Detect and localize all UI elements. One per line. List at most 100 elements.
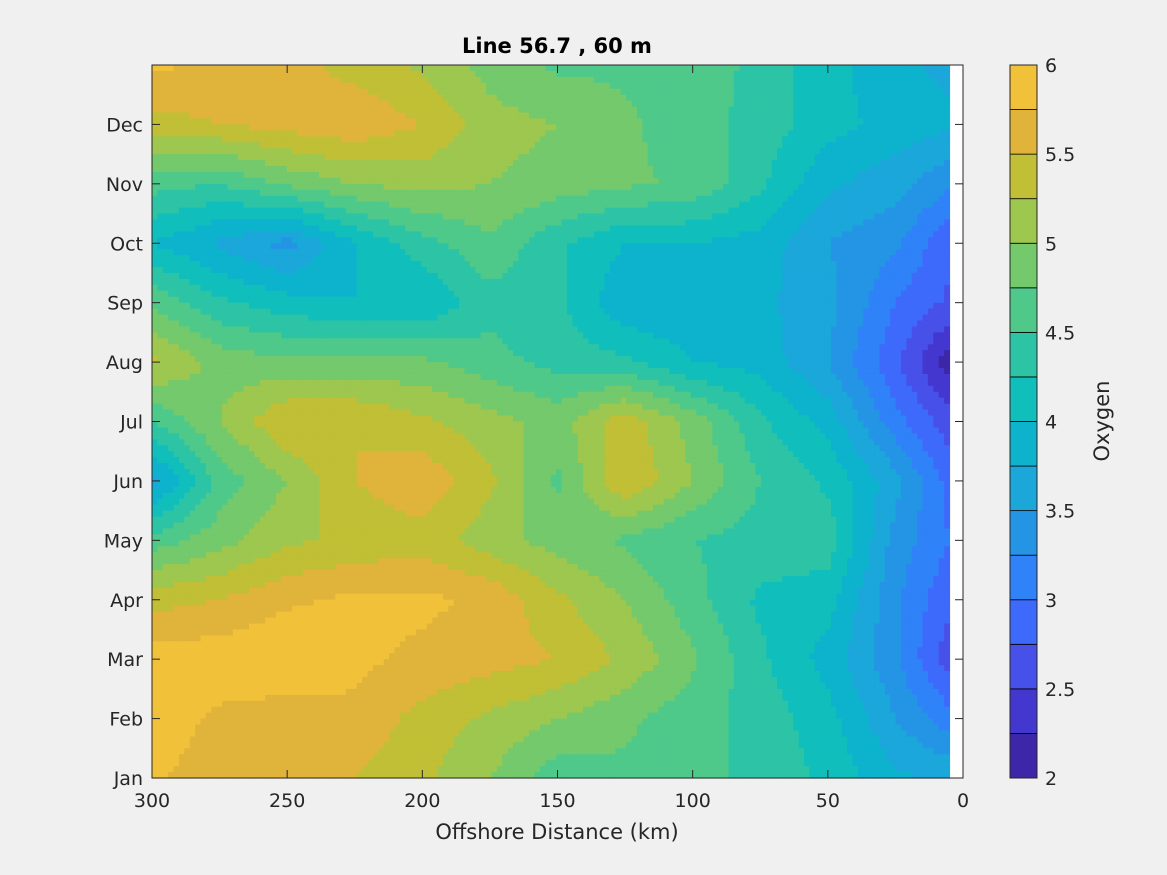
contour-cell xyxy=(825,231,832,238)
contour-cell xyxy=(830,160,837,167)
contour-cell xyxy=(442,160,449,167)
contour-cell xyxy=(475,106,482,114)
contour-cell xyxy=(760,171,767,179)
contour-cell xyxy=(232,237,239,244)
contour-cell xyxy=(593,237,600,244)
contour-cell xyxy=(356,76,363,84)
contour-cell xyxy=(168,243,175,250)
contour-cell xyxy=(820,70,827,78)
contour-cell xyxy=(518,70,525,78)
contour-cell xyxy=(270,243,277,250)
contour-cell xyxy=(340,142,347,149)
contour-cell xyxy=(917,136,924,143)
contour-cell xyxy=(631,130,638,137)
contour-cell xyxy=(787,243,794,250)
contour-cell xyxy=(281,189,288,197)
contour-cell xyxy=(416,231,423,238)
contour-cell xyxy=(469,142,476,149)
contour-cell xyxy=(378,160,385,167)
contour-cell xyxy=(399,207,406,215)
contour-cell xyxy=(480,213,487,221)
contour-cell xyxy=(647,82,654,90)
contour-cell xyxy=(588,219,595,227)
contour-cell xyxy=(610,231,616,238)
contour-cell xyxy=(426,225,433,232)
contour-cell xyxy=(367,106,374,114)
contour-cell xyxy=(313,65,320,72)
contour-cell xyxy=(717,94,724,102)
contour-cell xyxy=(507,166,514,173)
contour-cell xyxy=(900,106,907,114)
contour-cell xyxy=(157,136,164,143)
contour-cell xyxy=(879,136,886,143)
contour-cell xyxy=(814,249,821,256)
contour-cell xyxy=(367,88,374,96)
contour-cell xyxy=(265,249,272,256)
contour-cell xyxy=(200,106,207,114)
contour-cell xyxy=(911,88,918,96)
contour-cell xyxy=(604,100,611,108)
contour-cell xyxy=(890,94,897,102)
contour-cell xyxy=(766,124,773,131)
contour-cell xyxy=(911,219,918,227)
contour-cell xyxy=(804,249,810,256)
contour-cell xyxy=(863,142,870,149)
contour-cell xyxy=(507,70,514,78)
contour-cell xyxy=(620,255,627,262)
contour-cell xyxy=(356,201,363,209)
contour-cell xyxy=(900,76,907,84)
contour-cell xyxy=(782,219,789,227)
contour-cell xyxy=(523,237,530,244)
contour-cell xyxy=(367,65,374,72)
contour-cell xyxy=(604,65,611,72)
contour-cell xyxy=(324,237,331,244)
contour-cell xyxy=(577,207,584,215)
contour-cell xyxy=(367,166,374,173)
contour-cell xyxy=(421,255,428,262)
contour-cell xyxy=(604,160,611,167)
contour-cell xyxy=(663,76,670,84)
contour-cell xyxy=(658,76,665,84)
contour-cell xyxy=(297,231,304,238)
contour-cell xyxy=(588,249,595,256)
contour-cell xyxy=(804,213,810,221)
contour-cell xyxy=(340,249,347,256)
contour-cell xyxy=(518,94,525,102)
contour-cell xyxy=(518,219,525,227)
contour-cell xyxy=(669,249,676,256)
contour-cell xyxy=(254,154,261,161)
contour-cell xyxy=(432,255,439,262)
contour-cell xyxy=(917,65,924,72)
contour-cell xyxy=(847,88,854,96)
contour-cell xyxy=(550,183,557,191)
contour-cell xyxy=(324,225,331,232)
contour-cell xyxy=(663,261,670,268)
contour-cell xyxy=(259,237,266,244)
contour-cell xyxy=(561,171,568,179)
contour-cell xyxy=(426,207,433,215)
contour-cell xyxy=(184,183,191,191)
contour-cell xyxy=(572,249,579,256)
contour-cell xyxy=(437,118,444,126)
contour-cell xyxy=(421,177,428,185)
contour-cell xyxy=(642,225,649,232)
contour-cell xyxy=(653,65,660,72)
contour-cell xyxy=(319,255,326,262)
contour-cell xyxy=(733,177,740,185)
contour-cell xyxy=(561,136,568,143)
contour-cell xyxy=(642,70,649,78)
contour-cell xyxy=(755,94,762,102)
contour-cell xyxy=(723,255,730,262)
contour-cell xyxy=(717,106,724,114)
contour-cell xyxy=(787,100,794,108)
contour-cell xyxy=(728,249,735,256)
contour-cell xyxy=(577,195,584,203)
contour-cell xyxy=(787,130,794,137)
contour-cell xyxy=(534,249,541,256)
contour-cell xyxy=(464,261,471,268)
contour-cell xyxy=(890,130,897,137)
contour-cell xyxy=(868,65,875,72)
contour-cell xyxy=(868,177,875,185)
contour-cell xyxy=(938,130,945,137)
contour-cell xyxy=(173,237,180,244)
